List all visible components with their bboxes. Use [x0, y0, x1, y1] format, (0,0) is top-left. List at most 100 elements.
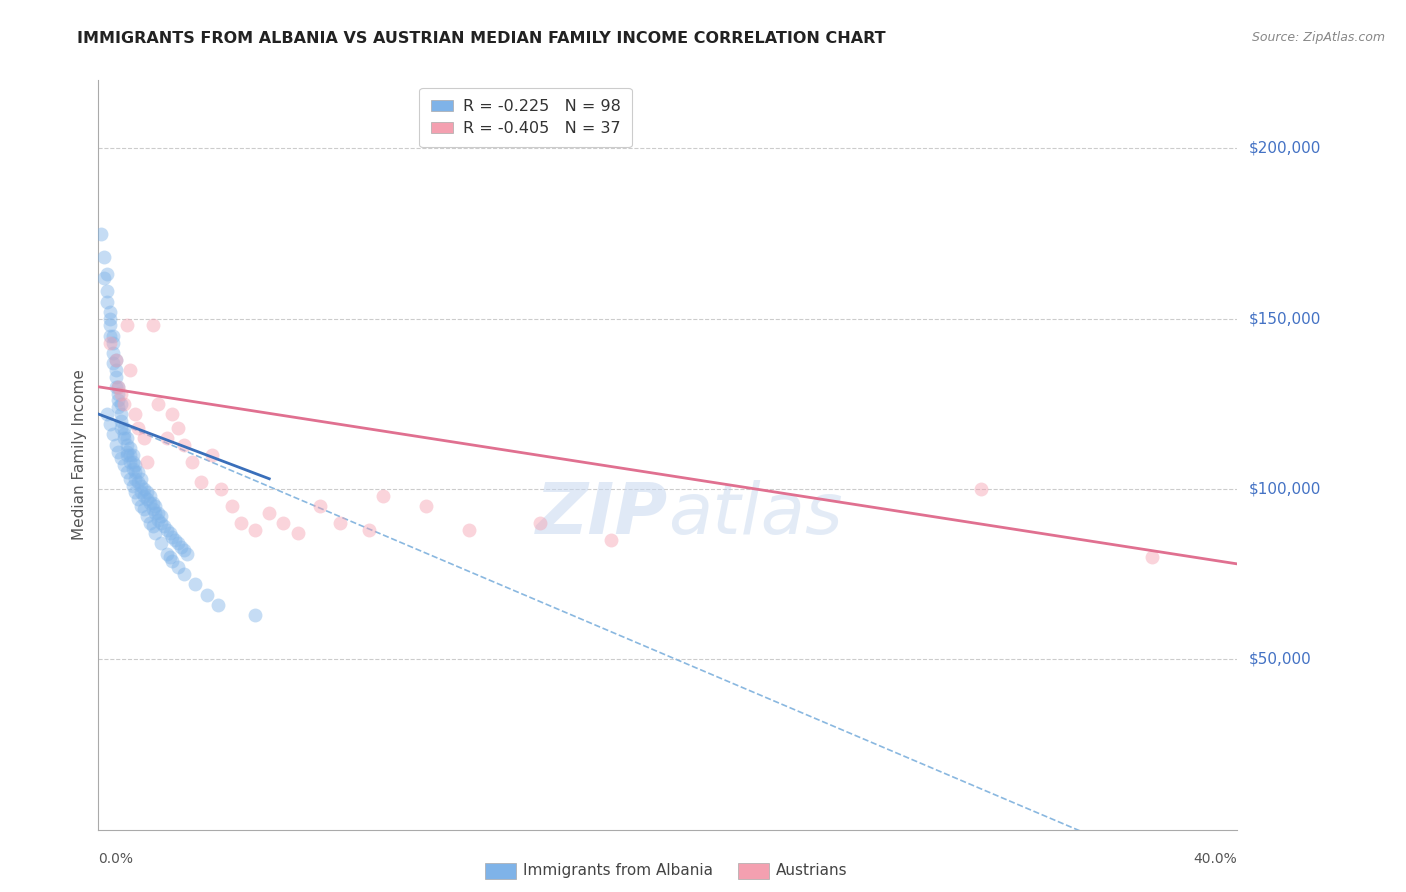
Point [115, 465, 138, 479]
Point [243, 607, 266, 622]
Legend: R = -0.225   N = 98, R = -0.405   N = 37: R = -0.225 N = 98, R = -0.405 N = 37 [419, 88, 631, 147]
Point [129, 485, 152, 500]
Point [132, 502, 155, 516]
Point [107, 393, 129, 408]
Point [96, 268, 118, 282]
Point [127, 465, 149, 479]
Point [162, 553, 184, 567]
Point [112, 397, 135, 411]
Point [150, 536, 173, 550]
Point [138, 516, 160, 530]
Text: atlas: atlas [668, 481, 842, 549]
Point [129, 499, 152, 513]
Text: Austrians: Austrians [776, 863, 848, 878]
Point [207, 598, 229, 612]
Point [457, 523, 479, 537]
Point [101, 356, 124, 370]
Text: 40.0%: 40.0% [1194, 852, 1237, 866]
Point [121, 461, 143, 475]
Point [135, 455, 157, 469]
Point [110, 414, 132, 428]
Point [127, 492, 149, 507]
Point [104, 352, 127, 367]
Point [98, 417, 121, 432]
Point [259, 506, 281, 520]
Text: ZIP: ZIP [536, 481, 668, 549]
Point [104, 369, 127, 384]
Point [110, 397, 132, 411]
Point [190, 475, 212, 490]
Point [101, 335, 124, 350]
Point [98, 318, 121, 333]
Point [132, 482, 155, 496]
Point [162, 407, 184, 421]
Point [110, 407, 132, 421]
Point [150, 516, 173, 530]
Point [118, 455, 141, 469]
Point [167, 420, 190, 434]
Point [173, 543, 195, 558]
Point [173, 567, 195, 582]
Point [162, 530, 184, 544]
Text: Immigrants from Albania: Immigrants from Albania [523, 863, 713, 878]
Point [1140, 550, 1163, 565]
Point [96, 294, 118, 309]
Point [329, 516, 352, 530]
Point [129, 478, 152, 492]
Point [124, 465, 146, 479]
Point [184, 577, 207, 591]
Point [167, 560, 190, 574]
Point [121, 448, 143, 462]
Point [156, 547, 179, 561]
Point [176, 547, 198, 561]
Point [153, 519, 176, 533]
Point [156, 523, 179, 537]
Point [145, 526, 167, 541]
Point [287, 526, 309, 541]
Text: $150,000: $150,000 [1249, 311, 1320, 326]
Point [124, 407, 146, 421]
Point [101, 328, 124, 343]
Point [273, 516, 295, 530]
Point [135, 509, 157, 524]
Point [600, 533, 623, 547]
Point [104, 438, 127, 452]
Point [970, 482, 993, 496]
Point [141, 495, 163, 509]
Point [93, 270, 115, 285]
Point [118, 472, 141, 486]
Point [159, 550, 181, 565]
Point [150, 509, 173, 524]
Point [145, 506, 167, 520]
Point [127, 420, 149, 434]
Point [167, 536, 190, 550]
Point [129, 472, 152, 486]
Text: Source: ZipAtlas.com: Source: ZipAtlas.com [1251, 31, 1385, 45]
Point [165, 533, 187, 547]
Point [96, 407, 118, 421]
Point [132, 431, 155, 445]
Point [104, 352, 127, 367]
Point [121, 478, 143, 492]
Point [112, 431, 135, 445]
Point [104, 380, 127, 394]
Point [170, 540, 193, 554]
Point [124, 485, 146, 500]
Text: $200,000: $200,000 [1249, 141, 1320, 156]
Text: IMMIGRANTS FROM ALBANIA VS AUSTRIAN MEDIAN FAMILY INCOME CORRELATION CHART: IMMIGRANTS FROM ALBANIA VS AUSTRIAN MEDI… [77, 31, 886, 46]
Text: $100,000: $100,000 [1249, 482, 1320, 497]
Point [118, 448, 141, 462]
Point [107, 444, 129, 458]
Point [132, 489, 155, 503]
Point [98, 335, 121, 350]
Point [101, 427, 124, 442]
Point [181, 455, 204, 469]
Point [110, 420, 132, 434]
Point [357, 523, 380, 537]
Point [135, 485, 157, 500]
Point [98, 305, 121, 319]
Point [243, 523, 266, 537]
Point [107, 386, 129, 401]
Point [221, 499, 243, 513]
Point [124, 458, 146, 472]
